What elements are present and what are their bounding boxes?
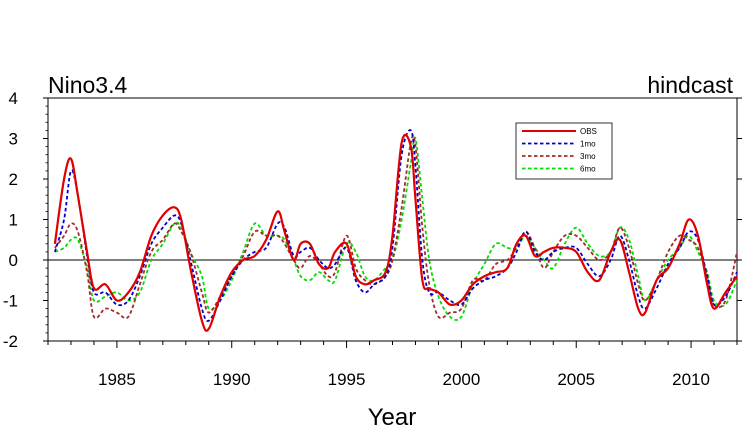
x-axis-label: Year [368,404,417,431]
plot-area: -2 -1 0 1 2 3 4 1985 1990 1995 2000 2005 2010 [3,89,742,389]
x-tick-label: 1985 [98,370,136,389]
x-tick-label: 1990 [213,370,251,389]
series-line-3mo [54,134,738,320]
x-tick-label: 2010 [672,370,710,389]
legend-box [515,122,613,180]
y-tick-label: 1 [9,211,18,230]
y-tick-label: -2 [3,332,18,351]
legend-label-1mo: 1mo [580,140,596,149]
plot-frame [47,97,738,342]
x-tick-label: 2005 [557,370,595,389]
chart-subtitle: hindcast [647,72,733,98]
legend-label-obs: OBS [580,127,597,136]
series-line-1mo [54,129,738,322]
y-tick-label: 0 [9,251,18,270]
x-tick-label: 1995 [328,370,366,389]
series-line-obs [53,133,738,332]
y-tick-label: 3 [9,130,18,149]
chart-title: Nino3.4 [48,72,127,98]
y-tick-label: -1 [3,292,18,311]
y-tick-label: 4 [9,89,18,108]
legend: OBS 1mo 3mo 6mo [515,122,613,180]
x-tick-label: 2000 [442,370,480,389]
legend-label-3mo: 3mo [580,152,596,161]
legend-label-6mo: 6mo [580,165,596,174]
y-tick-label: 2 [9,170,18,189]
